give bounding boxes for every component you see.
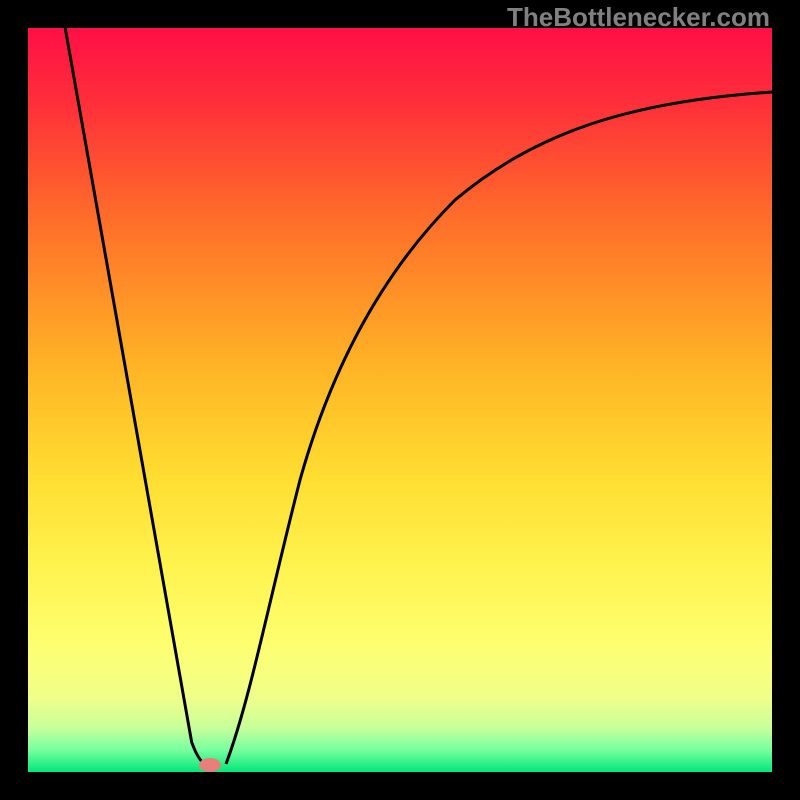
curve-overlay [0,0,800,800]
curve-left-branch [65,28,210,765]
chart-container: TheBottlenecker.com [0,0,800,800]
curve-right-branch [226,92,772,764]
marker-dot [199,758,221,772]
watermark-text: TheBottlenecker.com [507,2,770,33]
